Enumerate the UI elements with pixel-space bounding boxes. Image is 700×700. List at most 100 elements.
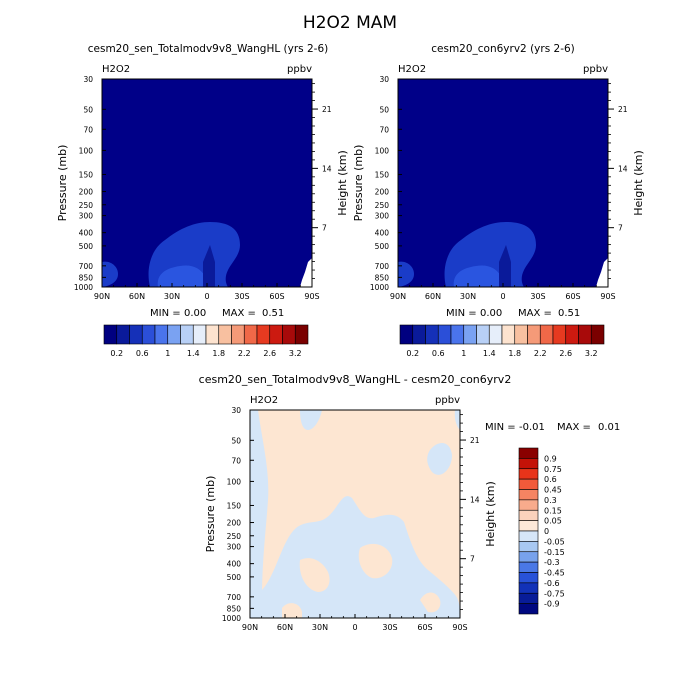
colorbar-label: -0.3 <box>544 558 560 567</box>
x-tick-label: 60N <box>129 292 145 301</box>
colorbar-swatch <box>116 324 130 345</box>
variable-label: H2O2 <box>250 395 278 406</box>
x-tick-label: 30N <box>312 623 328 632</box>
colorbar-swatch <box>476 324 490 345</box>
colorbar-label: -0.9 <box>544 600 560 609</box>
colorbar-swatch <box>192 324 207 345</box>
colorbar-label: 2.2 <box>238 349 251 358</box>
colorbar: 0.2 0.6 1 1.4 1.8 2.2 2.6 3.2 <box>399 324 605 358</box>
x-tick-label: 90N <box>94 292 110 301</box>
y-tick-label: 1000 <box>370 283 389 292</box>
colorbar-swatch <box>527 324 541 345</box>
field-positive-region <box>358 543 393 579</box>
y-tick-label: 1000 <box>222 614 241 623</box>
y-tick-label: 150 <box>79 170 94 179</box>
y-tick-label: 500 <box>79 242 94 251</box>
x-tick-label: 60S <box>565 292 580 301</box>
x-tick-label: 30N <box>164 292 180 301</box>
variable-label: H2O2 <box>102 64 130 75</box>
x-tick-label: 90N <box>242 623 258 632</box>
y-tick-label: 150 <box>227 501 242 510</box>
colorbar-swatch <box>518 541 539 553</box>
colorbar-swatch <box>578 324 592 345</box>
y-tick-label: 700 <box>375 262 390 271</box>
y-tick-label: 200 <box>79 188 94 197</box>
x-tick-label: 90S <box>600 292 615 301</box>
x-tick-label: 90S <box>452 623 467 632</box>
y2-axis-title: Height (km) <box>632 150 645 216</box>
colorbar-label: 0.45 <box>544 486 562 495</box>
x-tick-label: 0 <box>204 292 209 301</box>
y2-tick-label: 21 <box>618 105 628 114</box>
min-label: MIN = <box>485 422 516 433</box>
field-contour-low <box>203 245 215 287</box>
colorbar-label: 1.8 <box>508 349 521 358</box>
min-max-stats: MIN = 0.00 MAX = 0.51 <box>446 308 580 319</box>
colorbar-swatch <box>425 324 439 345</box>
colorbar-label: 0.6 <box>432 349 445 358</box>
field-plot <box>250 410 460 618</box>
min-value: 0.00 <box>480 308 502 319</box>
min-value: -0.01 <box>519 422 545 433</box>
min-max-stats: MIN = -0.01 MAX = 0.01 <box>485 422 620 433</box>
y2-tick-label: 7 <box>322 224 327 233</box>
colorbar-swatch <box>243 324 258 345</box>
y-tick-label: 250 <box>79 201 94 210</box>
y-axis-title: Pressure (mb) <box>56 145 69 222</box>
colorbar-swatch <box>518 592 539 604</box>
colorbar-label: -0.6 <box>544 579 560 588</box>
y-tick-label: 70 <box>231 456 241 465</box>
max-value: 0.51 <box>558 308 580 319</box>
colorbar-diff: 0.9 0.750.6 0.450.30.15 0.050-0.05 -0.15-0.3… <box>518 447 565 615</box>
panel-sensitivity: cesm20_sen_Totalmodv9v8_WangHL (yrs 2-6)… <box>56 43 349 358</box>
colorbar-label: 2.2 <box>534 349 547 358</box>
colorbar-label: 0.15 <box>544 506 562 515</box>
colorbar-swatch <box>518 447 539 459</box>
y2-axis-title: Height (km) <box>336 150 349 216</box>
colorbar-label: 2.6 <box>559 349 572 358</box>
max-value: 0.51 <box>262 308 284 319</box>
colorbar-label: -0.75 <box>544 589 565 598</box>
colorbar-swatch <box>256 324 271 345</box>
colorbar-label: 0.2 <box>406 349 419 358</box>
colorbar-swatch <box>450 324 465 345</box>
y-tick-label: 30 <box>83 75 93 84</box>
colorbar-label: 0.05 <box>544 517 562 526</box>
y2-tick-label: 21 <box>470 436 480 445</box>
panel-control: cesm20_con6yrv2 (yrs 2-6) H2O2 ppbv 90N 6… <box>352 43 645 358</box>
y-tick-label: 150 <box>375 170 390 179</box>
colorbar: 0.2 0.6 1 1.4 1.8 2.2 2.6 3.2 <box>103 324 309 358</box>
x-tick-label: 60S <box>269 292 284 301</box>
colorbar-swatch <box>167 324 181 345</box>
x-axis: 90N 60N 30N 0 30S 60S 90S <box>94 283 320 301</box>
colorbar-swatch <box>518 551 539 563</box>
colorbar-swatch <box>463 324 477 345</box>
colorbar-swatch <box>518 572 539 584</box>
colorbar-swatch <box>518 520 539 532</box>
colorbar-label: 0.6 <box>136 349 149 358</box>
min-label: MIN = <box>150 308 181 319</box>
x-tick-label: 30N <box>460 292 476 301</box>
colorbar-label: 3.2 <box>289 349 302 358</box>
x-axis: 90N 60N 30N 0 30S 60S 90S <box>390 283 616 301</box>
y-tick-label: 1000 <box>74 283 93 292</box>
y-tick-label: 850 <box>375 273 390 282</box>
colorbar-label: 0.9 <box>544 454 557 463</box>
field-plot <box>102 79 312 287</box>
colorbar-swatch <box>518 530 539 542</box>
colorbar-swatch <box>282 324 296 345</box>
colorbar-label: 1.4 <box>483 349 496 358</box>
field-negative-region <box>454 410 460 430</box>
y-tick-label: 200 <box>375 188 390 197</box>
colorbar-label: 0.3 <box>544 496 557 505</box>
x-tick-label: 30S <box>382 623 397 632</box>
y-tick-label: 700 <box>227 593 242 602</box>
colorbar-label: -0.15 <box>544 548 565 557</box>
y-tick-label: 500 <box>375 242 390 251</box>
max-label: MAX = <box>557 422 591 433</box>
variable-label: H2O2 <box>398 64 426 75</box>
colorbar-swatch <box>518 489 539 501</box>
x-tick-label: 60N <box>425 292 441 301</box>
colorbar-swatch <box>269 324 283 345</box>
